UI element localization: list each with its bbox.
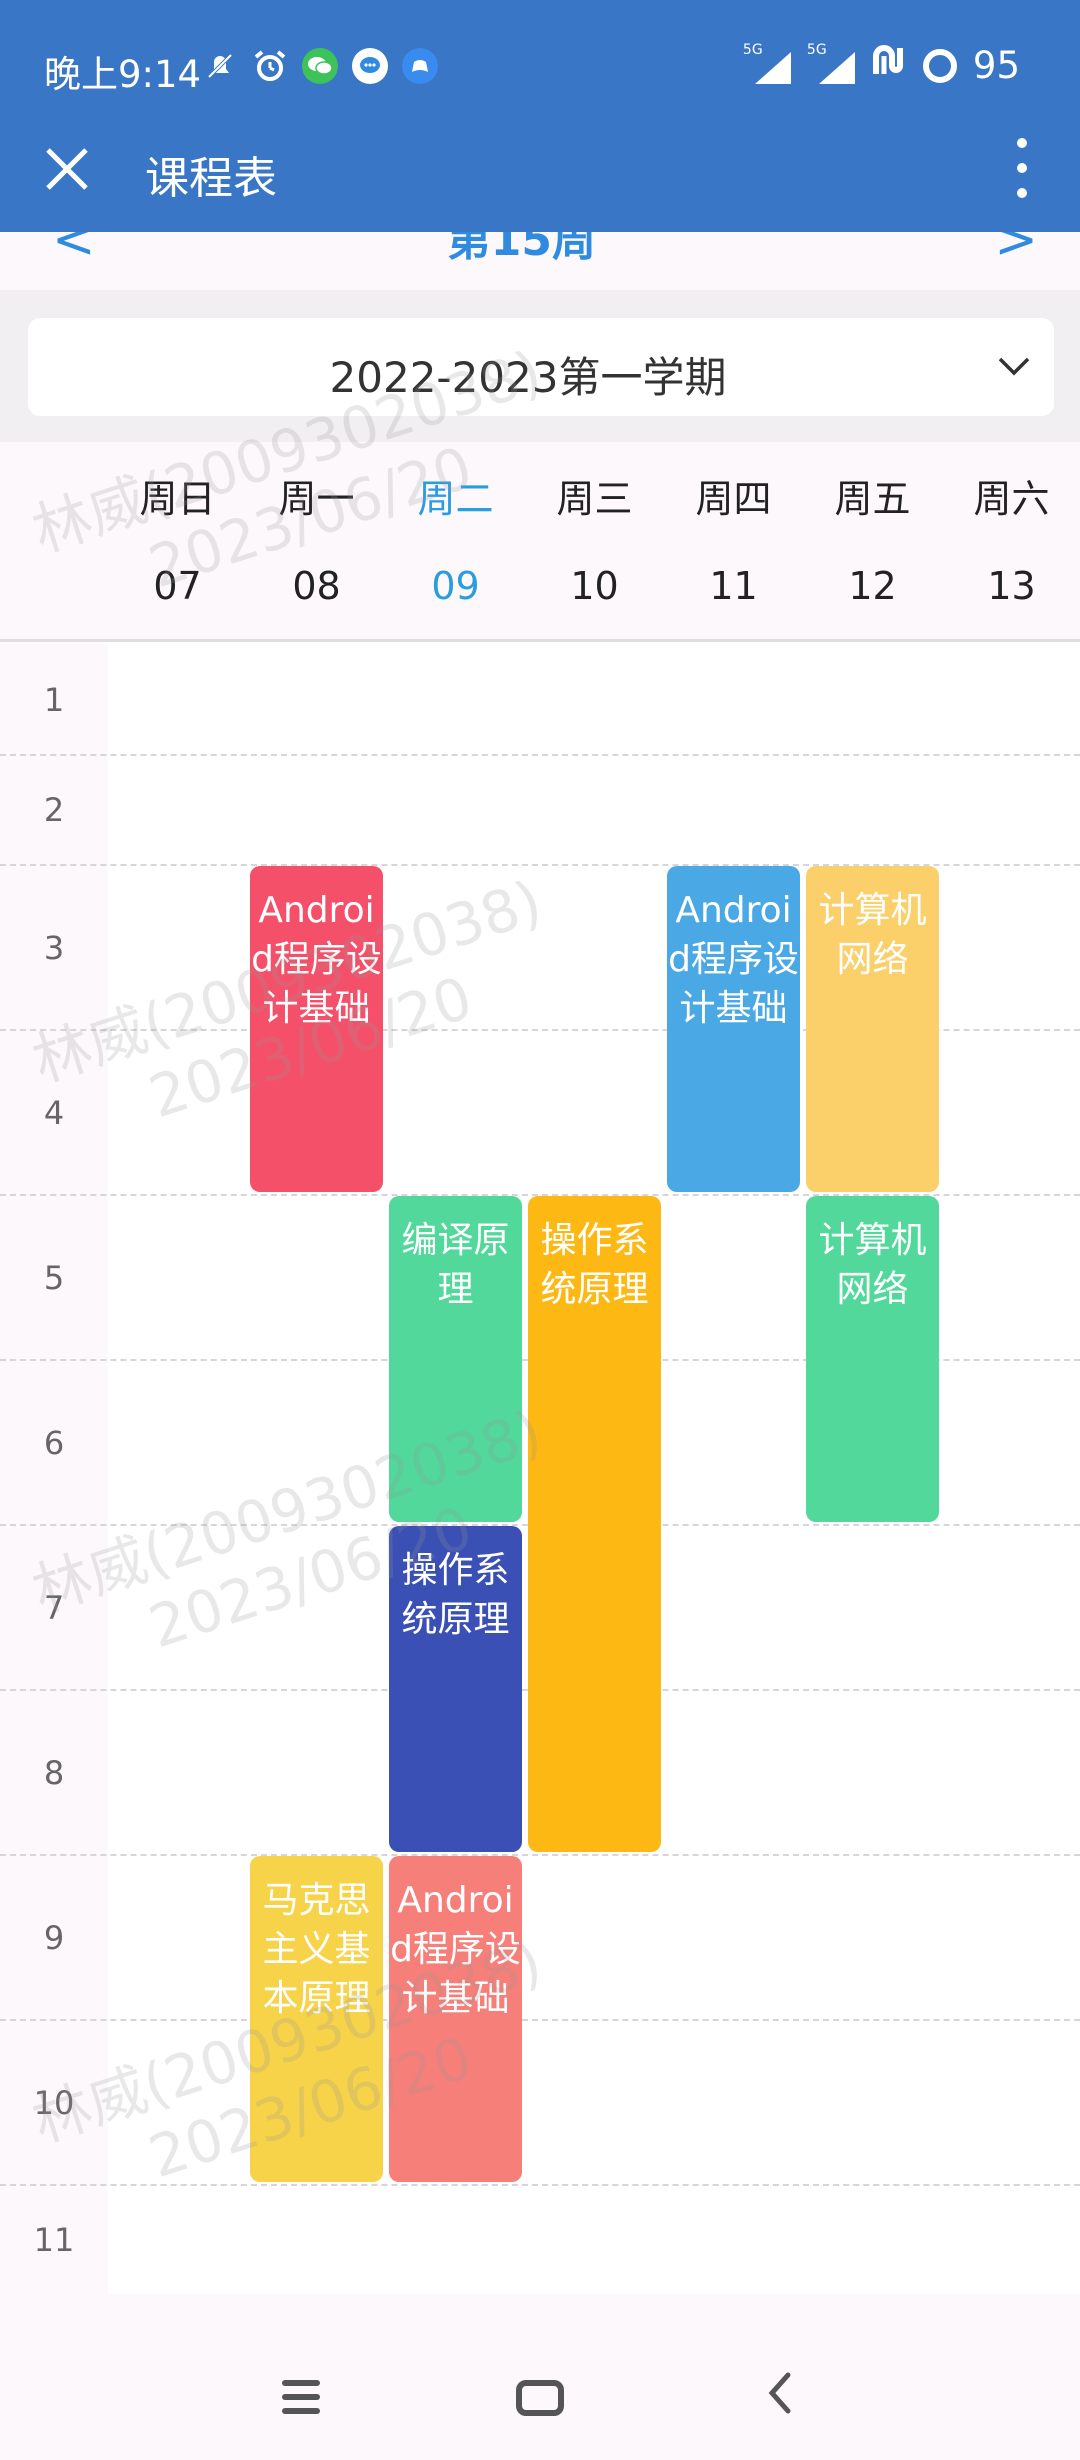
day-name: 周一 bbox=[278, 477, 355, 521]
section-number: 5 bbox=[43, 1258, 65, 1297]
section-number: 3 bbox=[43, 928, 65, 967]
row-divider bbox=[0, 2184, 1080, 2186]
course-block[interactable]: Android程序设计基础 bbox=[250, 866, 383, 1192]
section-number: 10 bbox=[33, 2083, 75, 2122]
day-column-header: 周二 09 bbox=[386, 442, 525, 642]
section-number: 2 bbox=[43, 791, 65, 829]
page-title: 课程表 bbox=[145, 153, 277, 204]
status-bar: 晚上9:14 5G 5G 95 bbox=[0, 0, 1080, 132]
day-date: 07 bbox=[153, 564, 202, 608]
prev-week-button[interactable]: < bbox=[52, 232, 96, 270]
game-icon bbox=[402, 48, 438, 84]
close-icon[interactable] bbox=[40, 142, 94, 196]
day-column-header: 周六 13 bbox=[942, 442, 1080, 642]
day-column-header: 周三 10 bbox=[525, 442, 664, 642]
timetable-grid: 1 2 3 4 5 6 7 8 9 10 11 Android程序设计基础 Android程序设计基础计… bbox=[0, 644, 1080, 2294]
section-number: 1 bbox=[43, 681, 65, 719]
recent-apps-icon[interactable] bbox=[282, 2380, 320, 2414]
day-date: 09 bbox=[431, 564, 480, 608]
notification-icons bbox=[202, 48, 438, 84]
day-column-header: 周四 11 bbox=[664, 442, 803, 642]
row-divider bbox=[0, 864, 1080, 866]
system-nav-bar bbox=[0, 2294, 1080, 2460]
section-number: 4 bbox=[43, 1093, 65, 1132]
course-block[interactable]: 编译原理 bbox=[389, 1196, 522, 1522]
link-icon bbox=[871, 44, 907, 87]
row-divider bbox=[0, 1194, 1080, 1196]
day-name: 周六 bbox=[973, 477, 1050, 521]
status-time: 晚上9:14 bbox=[44, 53, 202, 96]
section-number: 11 bbox=[33, 2221, 75, 2259]
back-icon[interactable] bbox=[764, 2366, 794, 2431]
day-name: 周三 bbox=[556, 477, 633, 521]
day-name: 周日 bbox=[139, 477, 216, 521]
home-icon[interactable] bbox=[516, 2380, 564, 2416]
day-name: 周二 bbox=[417, 477, 494, 521]
day-date: 12 bbox=[848, 564, 897, 608]
row-divider bbox=[0, 1854, 1080, 1856]
battery-level: 95 bbox=[972, 44, 1020, 87]
wechat-icon bbox=[302, 48, 338, 84]
signal-icon: 5G bbox=[807, 42, 855, 84]
status-right: 5G 5G 95 bbox=[743, 42, 1020, 88]
course-block[interactable]: 操作系统原理 bbox=[528, 1196, 661, 1852]
day-date: 08 bbox=[292, 564, 341, 608]
course-block[interactable]: Android程序设计基础 bbox=[389, 1856, 522, 2182]
row-divider bbox=[0, 754, 1080, 756]
app-bar: 课程表 bbox=[0, 132, 1080, 232]
day-column-header: 周五 12 bbox=[803, 442, 942, 642]
chat-bubble-icon bbox=[352, 48, 388, 84]
course-block[interactable]: 马克思主义基本原理 bbox=[250, 1856, 383, 2182]
day-column-header: 周一 08 bbox=[247, 442, 386, 642]
day-name: 周四 bbox=[695, 477, 772, 521]
course-block[interactable]: Android程序设计基础 bbox=[667, 866, 800, 1192]
section-number: 8 bbox=[43, 1753, 65, 1792]
week-selector[interactable]: 第15周 ˅ bbox=[446, 232, 634, 266]
day-date: 11 bbox=[709, 564, 758, 608]
term-dropdown[interactable]: 2022-2023第一学期 bbox=[28, 318, 1054, 416]
course-block[interactable]: 计算机网络 bbox=[806, 866, 939, 1192]
chevron-down-icon bbox=[996, 348, 1032, 384]
day-name: 周五 bbox=[834, 477, 911, 521]
alarm-icon bbox=[252, 48, 288, 84]
day-header: 周日 07 周一 08 周二 09 周三 10 周四 11 周五 12 周六 13 bbox=[0, 442, 1080, 642]
day-column-header: 周日 07 bbox=[108, 442, 247, 642]
day-date: 10 bbox=[570, 564, 619, 608]
week-navigator: < 第15周 ˅ > bbox=[0, 232, 1080, 290]
course-block[interactable]: 计算机网络 bbox=[806, 1196, 939, 1522]
course-block[interactable]: 操作系统原理 bbox=[389, 1526, 522, 1852]
signal-icon: 5G bbox=[743, 42, 791, 84]
day-date: 13 bbox=[987, 564, 1036, 608]
mute-bell-icon bbox=[202, 48, 238, 84]
row-divider bbox=[0, 1029, 1080, 1031]
term-section: 2022-2023第一学期 bbox=[0, 290, 1080, 442]
more-options-icon[interactable] bbox=[1012, 138, 1032, 198]
section-number: 9 bbox=[43, 1918, 65, 1957]
section-number: 6 bbox=[43, 1423, 65, 1462]
row-divider bbox=[0, 2019, 1080, 2021]
battery-ring-icon bbox=[922, 48, 957, 83]
term-label: 2022-2023第一学期 bbox=[329, 353, 727, 402]
section-number: 7 bbox=[43, 1588, 65, 1627]
next-week-button[interactable]: > bbox=[994, 232, 1038, 270]
